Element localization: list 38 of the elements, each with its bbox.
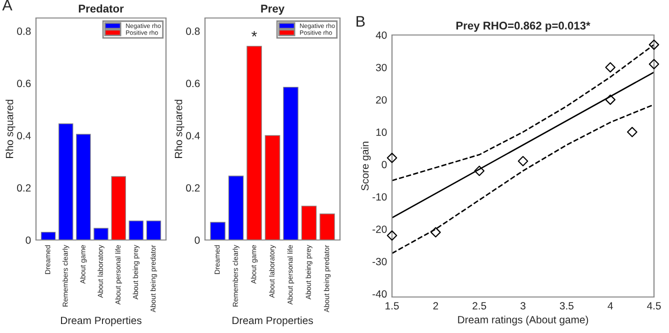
y-tick-label: -40: [372, 290, 387, 298]
y-tick-label: 0.4: [186, 132, 200, 140]
y-tick-label: 0.8: [186, 28, 200, 35]
text: B: [356, 16, 365, 27]
x-tick-label: 4.5: [647, 302, 661, 310]
chart-title: Prey: [261, 4, 284, 15]
x-tick-label: 4: [608, 302, 613, 310]
text: A: [2, 0, 12, 10]
y-tick-label: 0.4: [17, 132, 31, 140]
x-tick-label: 2.5: [472, 302, 486, 310]
y-tick-label: 30: [376, 64, 387, 72]
x-tick-label: 3.5: [560, 302, 574, 310]
chart-title: Predator: [78, 4, 124, 13]
annotation: *: [252, 31, 257, 36]
y-tick-label: -10: [372, 193, 387, 201]
chart-title: Prey RHO=0.862 p=0.013*: [456, 22, 590, 32]
x-axis-title: Dream Properties: [232, 316, 313, 326]
y-tick-label: 10: [376, 128, 387, 136]
x-tick-label: 2: [433, 302, 438, 310]
y-tick-label: 0.2: [17, 184, 31, 192]
y-tick-label: 0: [382, 160, 387, 168]
y-tick-label: -30: [372, 258, 387, 266]
x-tick-label: 1.5: [386, 302, 399, 310]
y-tick-label: 0: [194, 236, 200, 244]
y-axis-title: Rho squared: [174, 100, 184, 158]
y-tick-label: 0.2: [186, 184, 200, 192]
y-tick-label: 0.8: [17, 28, 31, 35]
y-tick-label: -20: [372, 226, 387, 233]
x-tick-label: 3: [520, 302, 526, 310]
y-axis-title: Rho squared: [6, 100, 16, 158]
x-axis-title: Dream Properties: [61, 316, 142, 326]
x-axis-title: Dream ratings (About game): [458, 316, 588, 326]
y-tick-label: 0.6: [186, 80, 200, 88]
y-axis-title: Score gain: [360, 142, 371, 190]
y-tick-label: 20: [376, 96, 387, 104]
y-tick-label: 0.6: [17, 80, 31, 88]
y-tick-label: 0: [26, 236, 31, 244]
y-tick-label: 40: [376, 32, 387, 39]
